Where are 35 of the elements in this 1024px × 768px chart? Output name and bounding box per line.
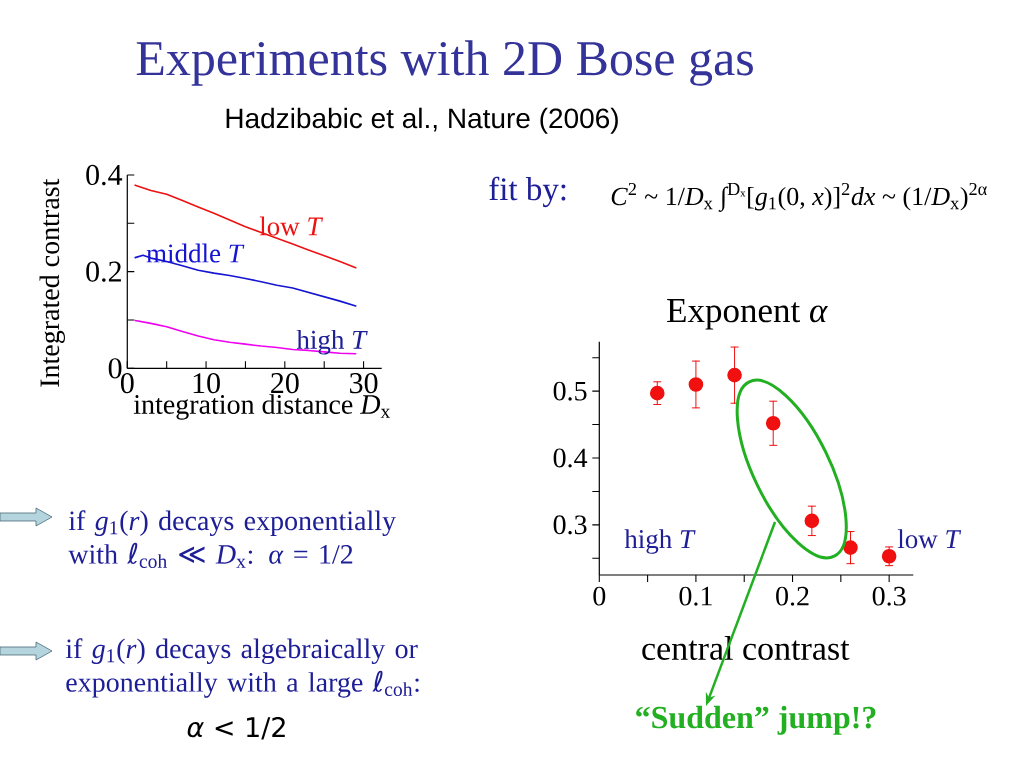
y-tick-label: 0.5	[553, 381, 587, 401]
x-tick-label: 0.3	[872, 586, 906, 606]
text: fit by:	[489, 176, 566, 208]
y-tick-label: 0.4	[553, 448, 588, 468]
x-tick-label: 0.1	[679, 586, 712, 606]
y-tick-label: 0	[108, 358, 122, 379]
y-tick-label: 0.4	[86, 164, 123, 186]
chart-title: Experiments with 2D Bose gas	[136, 40, 753, 86]
point	[843, 540, 858, 555]
text: if g$_{1}$(r) decays algebraically or exponentially with a large ℓ$_{coh}$:	[65, 638, 419, 698]
chart-subtitle: Hadzibabic et al., Nature (2006)	[226, 107, 618, 134]
x-axis-title: integration distance D$_{x}$	[133, 394, 391, 420]
series-label: high T	[296, 329, 368, 355]
x-tick-label: 0.2	[776, 586, 809, 606]
x-tick-label: 10	[193, 373, 220, 394]
point	[804, 513, 820, 529]
series-label: low T	[259, 216, 324, 236]
point	[765, 415, 781, 431]
point	[688, 377, 704, 392]
text: C$^{2}$ ~ 1/D$_{x}$ ∫$^{Dₓ}$[g$_{1}$(0, x)]$^{2}$dx ~ (1/D$_{x}$)$^{2α}$	[611, 182, 987, 212]
point	[649, 385, 665, 401]
text: “Sudden” jump!?	[636, 705, 876, 735]
y-axis-title: Integrated contrast	[39, 178, 65, 387]
series-label: middle T	[146, 243, 245, 263]
point	[727, 367, 742, 383]
x-tick-label: 0	[593, 586, 606, 606]
chart-title: Exponent α	[667, 299, 828, 330]
text: α < 1/2	[187, 716, 285, 740]
y-tick-label: 0.2	[86, 261, 121, 282]
annotation: low T	[897, 529, 962, 549]
annotation: high T	[624, 529, 696, 554]
x-tick-label: 20	[271, 373, 299, 394]
text: if g$_{1}$(r) decays exponentially with ℓ$_{coh}$ ≪ D$_{x}$: α = 1/2	[68, 510, 396, 568]
x-tick-label: 30	[350, 373, 378, 394]
y-tick-label: 0.3	[553, 515, 587, 535]
